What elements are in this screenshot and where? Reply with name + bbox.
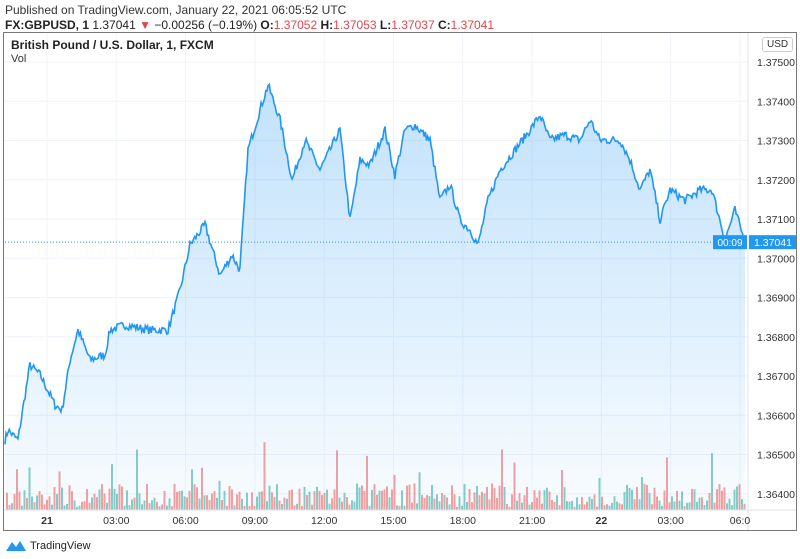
y-tick-label: 1.36500 (757, 450, 795, 462)
x-tick-label: 06:00 (172, 515, 198, 527)
tradingview-logo[interactable]: TradingView (5, 539, 91, 553)
last-price-badge-text: 1.37041 (754, 237, 792, 249)
last-price: 1.37041 (92, 18, 136, 32)
y-tick-label: 1.36400 (757, 489, 795, 501)
close-label: C: (437, 18, 451, 32)
x-tick-label: 21 (41, 515, 53, 527)
y-tick-label: 1.36800 (757, 332, 795, 344)
chart-frame (3, 32, 797, 531)
y-tick-label: 1.36900 (757, 293, 795, 305)
x-tick-label: 06:0 (730, 515, 751, 527)
open-value: 1.37052 (273, 18, 318, 32)
y-tick-label: 1.37200 (757, 175, 795, 187)
currency-button[interactable]: USD (762, 37, 794, 52)
high-label: H: (320, 18, 334, 32)
countdown-badge (713, 235, 747, 250)
y-tick-label: 1.36600 (757, 410, 795, 422)
high-value: 1.37053 (333, 18, 377, 32)
y-tick-label: 1.36700 (757, 371, 795, 383)
close-value: 1.37041 (450, 18, 495, 32)
down-arrow-icon: ▼ (139, 18, 151, 32)
x-tick-label: 03:00 (103, 515, 129, 527)
y-tick-label: 1.37400 (757, 96, 795, 108)
price-line (4, 82, 746, 445)
price-change: −0.00256 (−0.19%) (154, 18, 258, 32)
tradingview-logo-icon (6, 541, 26, 551)
published-caption: Published on TradingView.com, January 22… (5, 3, 347, 17)
y-tick-label: 1.37100 (757, 214, 795, 226)
x-tick-label: 12:00 (311, 515, 337, 527)
volume-legend: Vol (11, 53, 27, 65)
last-price-badge (749, 235, 797, 250)
price-area-fill (5, 84, 746, 511)
y-tick-label: 1.37500 (757, 57, 795, 69)
x-tick-label: 18:00 (450, 515, 476, 527)
countdown-text: 00:09 (717, 238, 742, 249)
symbol-name: FX:GBPUSD, 1 (5, 18, 90, 32)
y-tick-label: 1.37000 (757, 253, 795, 265)
symbol-bar: FX:GBPUSD, 1 1.37041 ▼ −0.00256 (−0.19%)… (5, 18, 494, 32)
x-tick-label: 15:00 (380, 515, 406, 527)
x-tick-label: 03:00 (658, 515, 684, 527)
open-label: O: (260, 18, 274, 32)
x-tick-label: 22 (596, 515, 608, 527)
series-legend-title: British Pound / U.S. Dollar, 1, FXCM (11, 38, 214, 52)
low-value: 1.37037 (391, 18, 435, 32)
brand-name: TradingView (30, 540, 91, 552)
low-label: L: (379, 18, 392, 32)
x-tick-label: 21:00 (519, 515, 545, 527)
x-tick-label: 09:00 (242, 515, 268, 527)
y-tick-label: 1.37300 (757, 136, 795, 148)
